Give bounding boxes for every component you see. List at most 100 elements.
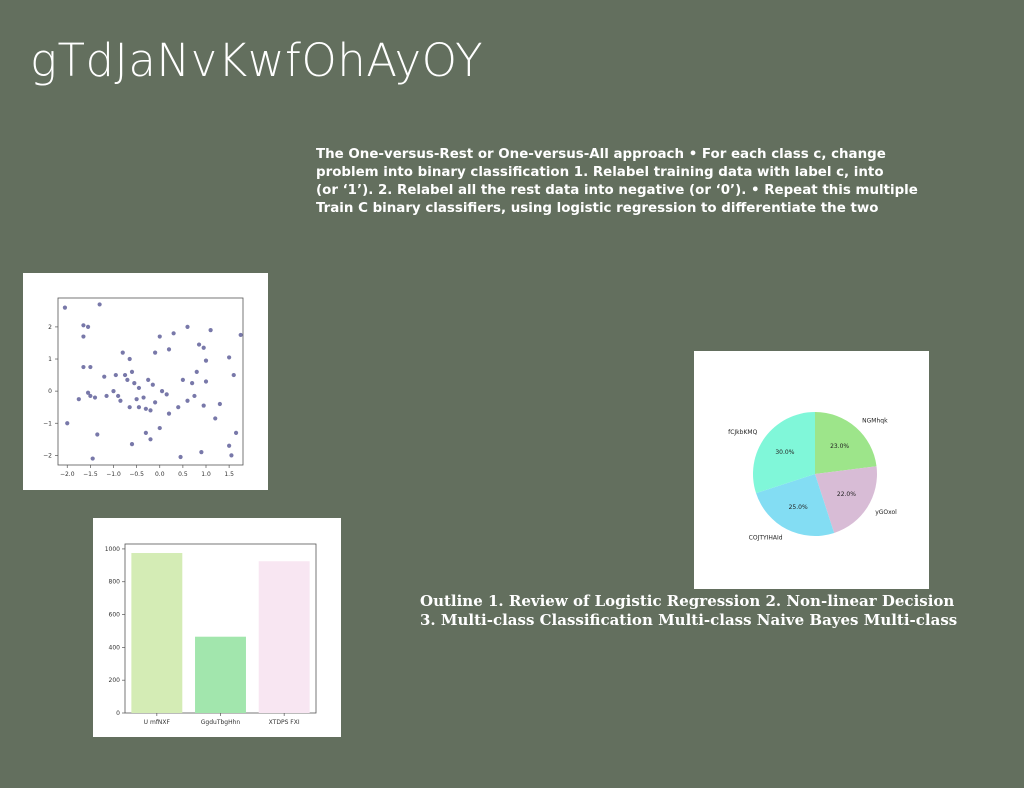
scatter-point — [143, 406, 148, 411]
pie-category-label: yGOxol — [875, 509, 897, 516]
scatter-point — [81, 364, 86, 370]
scatter-point — [111, 389, 116, 394]
scatter-point — [148, 437, 153, 442]
x-tick-label: −0.5 — [129, 471, 144, 478]
pie-percent-label: 30.0% — [775, 449, 794, 456]
scatter-point — [88, 364, 93, 370]
scatter-point — [141, 395, 146, 400]
scatter-plot: −2.0 −1.5 −1.0 −0.5 0.0 0.5 1.0 1.5 −2 −1 0 1 2 — [43, 297, 244, 478]
scatter-point — [85, 390, 91, 395]
y-tick-label: 1000 — [105, 546, 120, 553]
paragraph-line: The One-versus-Rest or One-versus-All ap… — [316, 147, 886, 162]
scatter-point — [65, 421, 70, 426]
scatter-point — [81, 334, 86, 339]
x-tick-label: 1.5 — [224, 471, 234, 478]
paragraph-line: problem into binary classification 1. Re… — [316, 165, 884, 180]
scatter-point — [97, 302, 102, 307]
x-tick-label: U mfNXF — [144, 719, 171, 726]
scatter-point — [229, 453, 234, 458]
scatter-point — [153, 400, 158, 405]
x-tick-label: −1.0 — [106, 471, 121, 478]
scatter-point — [192, 393, 197, 399]
scatter-point — [95, 432, 100, 437]
paragraph-outline: Outline 1. Review of Logistic Regression… — [420, 592, 1020, 629]
scatter-point — [194, 369, 199, 374]
y-tick-label: 0 — [48, 388, 52, 395]
bar — [195, 636, 246, 713]
pie-category-label: COJTYIHAId — [749, 535, 783, 542]
scatter-point — [231, 372, 236, 378]
pie-percent-label: 25.0% — [789, 504, 808, 511]
scatter-point — [164, 392, 169, 397]
x-tick-label: −1.5 — [83, 471, 98, 478]
y-tick-label: 200 — [109, 677, 121, 684]
scatter-point — [203, 379, 209, 384]
scatter-point — [166, 347, 172, 352]
scatter-point — [185, 398, 190, 403]
pie-chart: 23.0% NGMhqk 22.0% yGOxol 25.0% COJTYIHAId 30.… — [728, 412, 897, 542]
scatter-point — [150, 382, 155, 387]
pie-chart-figure: 23.0% NGMhqk 22.0% yGOxol 25.0% COJTYIHAId 30.… — [694, 351, 929, 589]
scatter-point — [81, 323, 86, 328]
scatter-point — [171, 331, 176, 336]
pie-percent-label: 23.0% — [830, 443, 849, 450]
pie-category-label: NGMhqk — [862, 418, 888, 425]
scatter-point — [157, 425, 162, 431]
bar-chart: 0 200 400 600 800 1000 U mfNXF GgduTbgHhn XTDPS … — [105, 543, 317, 726]
scatter-point — [227, 355, 232, 360]
scatter-point — [176, 405, 181, 410]
bar — [258, 561, 310, 713]
plot-frame — [57, 297, 244, 466]
scatter-point — [85, 324, 91, 330]
x-tick-label: 1.0 — [201, 471, 211, 478]
scatter-point — [166, 411, 172, 416]
y-tick-label: 800 — [109, 579, 121, 586]
scatter-point — [127, 405, 132, 410]
y-tick-label: −1 — [43, 420, 52, 427]
scatter-point — [136, 405, 142, 410]
scatter-point — [118, 398, 123, 403]
paragraph-line: 3. Multi-class Classification Multi-clas… — [420, 610, 958, 629]
scatter-point — [113, 372, 118, 378]
scatter-point — [120, 350, 125, 355]
scatter-point — [199, 450, 204, 455]
scatter-point — [88, 393, 93, 399]
pie-slice — [756, 474, 835, 536]
x-tick-label: −2.0 — [60, 471, 75, 478]
scatter-point — [132, 381, 137, 386]
y-tick-label: 2 — [48, 324, 52, 331]
scatter-plot-figure: −2.0 −1.5 −1.0 −0.5 0.0 0.5 1.0 1.5 −2 −1 0 1 2 — [23, 273, 268, 490]
scatter-point — [196, 342, 202, 347]
y-tick-label: 0 — [116, 710, 120, 717]
y-tick-label: −2 — [43, 452, 52, 459]
scatter-point — [134, 397, 139, 402]
scatter-point — [129, 442, 135, 447]
scatter-point — [148, 408, 153, 413]
scatter-point — [213, 416, 218, 421]
scatter-point — [102, 374, 107, 379]
scatter-point — [157, 334, 162, 339]
pie-percent-label: 22.0% — [837, 491, 856, 498]
scatter-point — [217, 401, 222, 407]
pie-category-label: fCJkbKMQ — [728, 429, 757, 436]
scatter-point — [201, 403, 206, 408]
x-tick-label: XTDPS FXI — [269, 719, 300, 726]
pie-slice — [815, 412, 877, 474]
bar-chart-figure: 0 200 400 600 800 1000 U mfNXF GgduTbgHhn XTDPS … — [93, 518, 341, 737]
x-tick-label: 0.5 — [178, 471, 188, 478]
paragraph-line: (or ‘1’). 2. Relabel all the rest data i… — [316, 183, 918, 198]
y-tick-label: 1 — [48, 356, 52, 363]
scatter-point — [159, 389, 165, 394]
scatter-point — [208, 328, 213, 333]
pie-slice — [815, 466, 877, 533]
slide-title: gTdJaNvKwfOhAyOY — [30, 34, 484, 87]
scatter-point — [203, 358, 209, 363]
bar — [131, 553, 183, 713]
paragraph-one-vs-rest: The One-versus-Rest or One-versus-All ap… — [316, 146, 966, 218]
scatter-point — [238, 332, 243, 338]
scatter-point — [185, 324, 190, 330]
scatter-point — [116, 393, 121, 399]
scatter-point — [201, 345, 206, 350]
scatter-point — [62, 305, 68, 310]
scatter-point — [104, 393, 109, 399]
